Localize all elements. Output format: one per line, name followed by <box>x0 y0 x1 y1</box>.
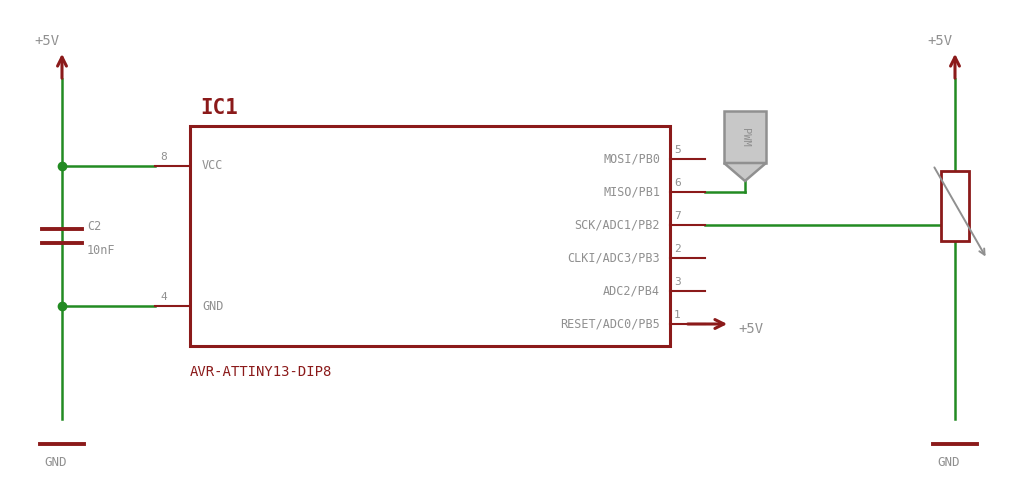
Text: GND: GND <box>44 456 66 469</box>
Text: SCK/ADC1/PB2: SCK/ADC1/PB2 <box>575 219 660 231</box>
Text: VCC: VCC <box>202 159 223 172</box>
Text: IC1: IC1 <box>201 98 238 118</box>
Text: AVR-ATTINY13-DIP8: AVR-ATTINY13-DIP8 <box>190 365 332 379</box>
Text: 3: 3 <box>674 277 680 287</box>
Bar <box>724 111 766 163</box>
Bar <box>941 171 969 241</box>
Text: GND: GND <box>202 300 223 313</box>
Text: 8: 8 <box>160 152 167 162</box>
Text: +5V: +5V <box>927 34 952 48</box>
Polygon shape <box>724 163 766 181</box>
Text: 10nF: 10nF <box>87 244 116 257</box>
Text: +5V: +5V <box>738 322 763 336</box>
Text: RESET/ADC0/PB5: RESET/ADC0/PB5 <box>561 317 660 330</box>
Text: CLKI/ADC3/PB3: CLKI/ADC3/PB3 <box>568 251 660 264</box>
Text: MOSI/PB0: MOSI/PB0 <box>603 153 660 166</box>
Text: GND: GND <box>937 456 960 469</box>
Bar <box>190 126 670 346</box>
Text: 1: 1 <box>674 310 680 320</box>
Text: PWM: PWM <box>740 128 750 146</box>
Text: +5V: +5V <box>34 34 59 48</box>
Text: C2: C2 <box>87 220 101 233</box>
Text: 5: 5 <box>674 145 680 155</box>
Text: MISO/PB1: MISO/PB1 <box>603 186 660 198</box>
Text: ADC2/PB4: ADC2/PB4 <box>603 284 660 297</box>
Text: 4: 4 <box>160 293 167 302</box>
Text: 7: 7 <box>674 211 680 221</box>
Text: 2: 2 <box>674 244 680 254</box>
Text: 6: 6 <box>674 178 680 188</box>
